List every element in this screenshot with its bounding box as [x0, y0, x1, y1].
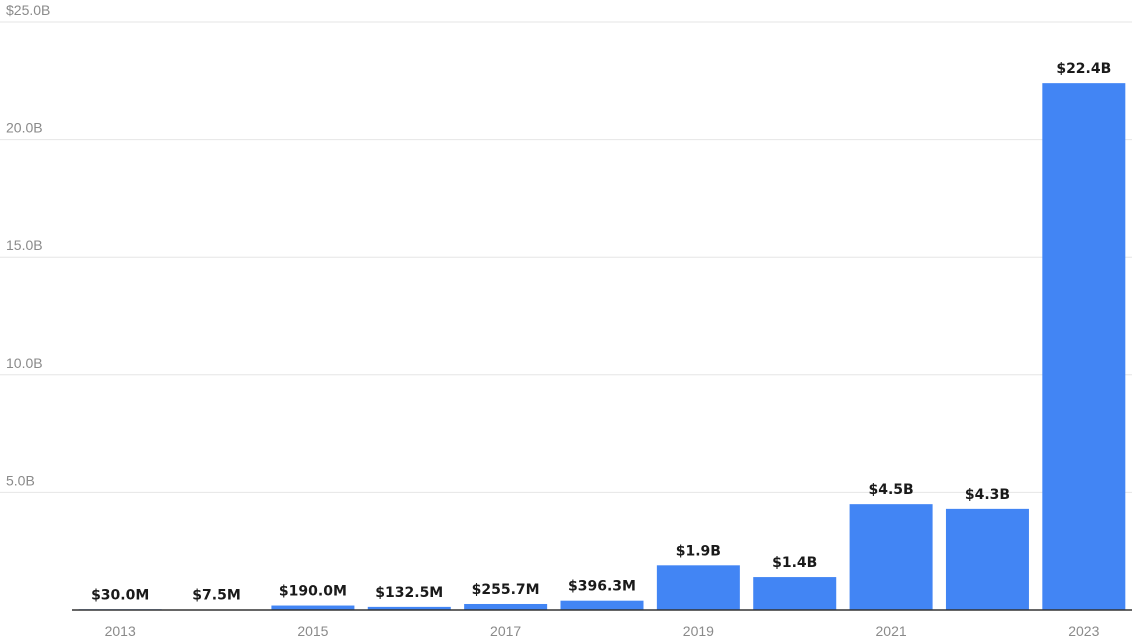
y-tick-label: 20.0B [6, 120, 43, 136]
data-label: $7.5M [192, 588, 240, 604]
data-label: $30.0M [91, 587, 149, 603]
data-label: $22.4B [1056, 61, 1111, 77]
x-tick-label: 2021 [876, 623, 907, 638]
data-label: $4.5B [868, 482, 913, 498]
gridlines [0, 21, 1132, 493]
bar [945, 508, 1029, 610]
data-label: $132.5M [375, 585, 443, 601]
x-tick-label: 2017 [490, 623, 521, 638]
data-label: $190.0M [279, 584, 347, 600]
data-label: $1.9B [676, 543, 721, 559]
bar [367, 606, 451, 610]
data-label: $1.4B [772, 555, 817, 571]
y-axis-ticks: 5.0B 10.0B 15.0B 20.0B $25.0B [6, 2, 50, 488]
bar [849, 504, 933, 610]
x-tick-label: 2023 [1068, 623, 1099, 638]
bar [1042, 83, 1126, 611]
y-tick-label: 10.0B [6, 355, 43, 371]
bar [271, 605, 355, 610]
bar [753, 577, 837, 610]
data-label: $396.3M [568, 579, 636, 595]
x-tick-label: 2013 [105, 623, 136, 638]
y-tick-label: 5.0B [6, 472, 35, 488]
bar [464, 603, 548, 610]
bar [656, 565, 740, 610]
data-labels: $30.0M $7.5M $190.0M $132.5M $255.7M $396.3M $… [91, 61, 1111, 603]
x-tick-label: 2019 [683, 623, 714, 638]
data-label: $4.3B [965, 487, 1010, 503]
bars [78, 83, 1126, 611]
x-tick-label: 2015 [297, 623, 328, 638]
x-axis-ticks: 2013 2015 2017 2019 2021 2023 [105, 623, 1100, 638]
bar [560, 600, 644, 610]
y-tick-label: 15.0B [6, 237, 43, 253]
y-tick-label: $25.0B [6, 2, 50, 18]
data-label: $255.7M [472, 582, 540, 598]
